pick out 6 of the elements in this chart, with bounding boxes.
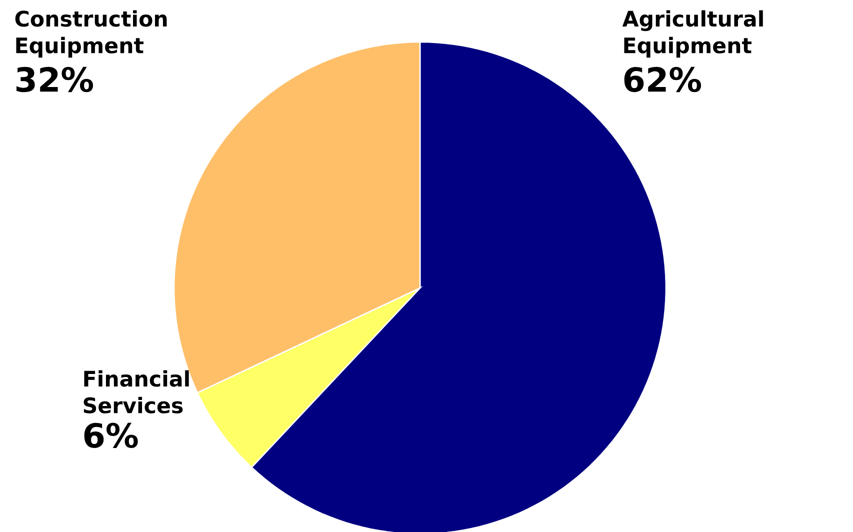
data-label: 6% [84, 422, 138, 448]
slice-label: Agricultural Equipment [622, 10, 763, 58]
data-label: 32% [16, 66, 94, 92]
slice-label: Construction Equipment [15, 10, 167, 58]
data-label: 62% [624, 66, 702, 92]
slice-label: Financial Services [84, 370, 189, 414]
